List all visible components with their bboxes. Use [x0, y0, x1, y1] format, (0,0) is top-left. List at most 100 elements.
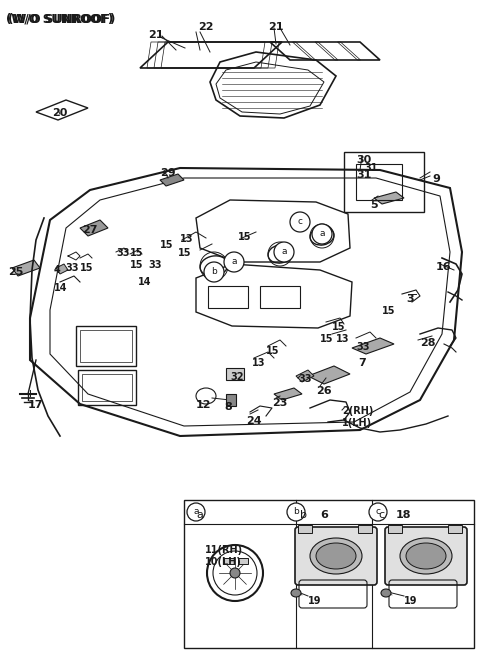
Text: b: b [300, 510, 307, 520]
Text: 23: 23 [272, 398, 288, 408]
Text: 32: 32 [230, 372, 243, 382]
Polygon shape [80, 220, 108, 236]
Text: 33: 33 [65, 263, 79, 273]
Text: 25: 25 [8, 267, 24, 277]
Text: 13: 13 [180, 234, 193, 244]
Text: 16: 16 [436, 262, 452, 272]
Text: 31: 31 [356, 170, 372, 180]
Text: 15: 15 [80, 263, 94, 273]
Text: b: b [293, 507, 299, 517]
Text: 15: 15 [266, 346, 279, 356]
Text: 22: 22 [198, 22, 214, 32]
Text: 13: 13 [336, 334, 349, 344]
Text: a: a [196, 510, 203, 520]
Text: 5: 5 [370, 200, 378, 210]
Text: 26: 26 [316, 386, 332, 396]
Text: 15: 15 [238, 232, 252, 242]
Text: 15: 15 [332, 322, 346, 332]
Text: 29: 29 [160, 168, 176, 178]
Bar [226, 368, 244, 380]
Bar [298, 525, 312, 533]
Polygon shape [308, 366, 350, 384]
Text: 19: 19 [308, 596, 322, 606]
Text: 1(LH): 1(LH) [342, 418, 372, 428]
Circle shape [369, 503, 387, 521]
Text: a: a [193, 507, 199, 517]
Bar [82, 374, 132, 401]
Text: c: c [375, 507, 381, 517]
Bar [344, 152, 424, 212]
Text: 15: 15 [160, 240, 173, 250]
Text: 15: 15 [130, 260, 144, 270]
Ellipse shape [310, 538, 362, 574]
Text: 7: 7 [358, 358, 366, 368]
Ellipse shape [381, 589, 391, 597]
Polygon shape [12, 260, 40, 276]
Text: 24: 24 [246, 416, 262, 426]
Text: 14: 14 [54, 283, 68, 293]
Ellipse shape [400, 538, 452, 574]
Polygon shape [56, 264, 68, 274]
Ellipse shape [316, 543, 356, 569]
Text: 33: 33 [298, 374, 312, 384]
Bar [358, 525, 372, 533]
Text: 21: 21 [148, 30, 164, 40]
Circle shape [312, 224, 332, 244]
Text: 6: 6 [320, 510, 328, 520]
Bar [208, 286, 248, 308]
Text: c: c [298, 218, 302, 226]
FancyBboxPatch shape [385, 527, 467, 585]
Ellipse shape [291, 589, 301, 597]
Text: a: a [319, 230, 325, 238]
Text: 30: 30 [356, 155, 371, 165]
Bar [224, 558, 234, 564]
Text: b: b [211, 268, 217, 276]
Text: 21: 21 [268, 22, 284, 32]
Text: 33: 33 [148, 260, 161, 270]
Text: (W/O SUNROOF): (W/O SUNROOF) [6, 12, 113, 25]
Polygon shape [352, 338, 394, 354]
Text: 4: 4 [54, 265, 61, 275]
Circle shape [187, 503, 205, 521]
Bar [80, 330, 132, 362]
Text: 15: 15 [382, 306, 396, 316]
Bar [184, 500, 474, 648]
Text: 17: 17 [28, 400, 44, 410]
Bar [356, 164, 402, 200]
Text: 19: 19 [404, 596, 418, 606]
Bar [238, 558, 248, 564]
Polygon shape [296, 370, 314, 382]
Text: 15: 15 [320, 334, 334, 344]
Bar [76, 326, 136, 366]
Text: 33: 33 [116, 248, 130, 258]
Bar [226, 394, 236, 406]
FancyBboxPatch shape [295, 527, 377, 585]
Text: 8: 8 [224, 402, 232, 412]
Polygon shape [374, 192, 404, 204]
Text: 2(RH): 2(RH) [342, 406, 373, 416]
Text: (W/O SUNROOF): (W/O SUNROOF) [8, 12, 115, 25]
Text: 11(RH): 11(RH) [205, 545, 243, 555]
Circle shape [230, 568, 240, 578]
Text: 3: 3 [406, 294, 414, 304]
Text: 27: 27 [82, 225, 97, 235]
Text: c: c [378, 510, 384, 520]
Text: 9: 9 [432, 174, 440, 184]
Circle shape [290, 212, 310, 232]
Text: 14: 14 [138, 277, 152, 287]
Circle shape [274, 242, 294, 262]
Text: 13: 13 [252, 358, 265, 368]
Text: 15: 15 [178, 248, 192, 258]
Text: 28: 28 [420, 338, 435, 348]
Text: 15: 15 [130, 248, 144, 258]
Ellipse shape [406, 543, 446, 569]
Circle shape [224, 252, 244, 272]
Text: 33: 33 [356, 342, 370, 352]
Bar [260, 286, 300, 308]
Text: 10(LH): 10(LH) [205, 557, 242, 567]
Text: 20: 20 [52, 108, 67, 118]
Text: a: a [231, 257, 237, 266]
Polygon shape [160, 174, 184, 186]
Text: 31: 31 [364, 163, 377, 173]
Circle shape [204, 262, 224, 282]
